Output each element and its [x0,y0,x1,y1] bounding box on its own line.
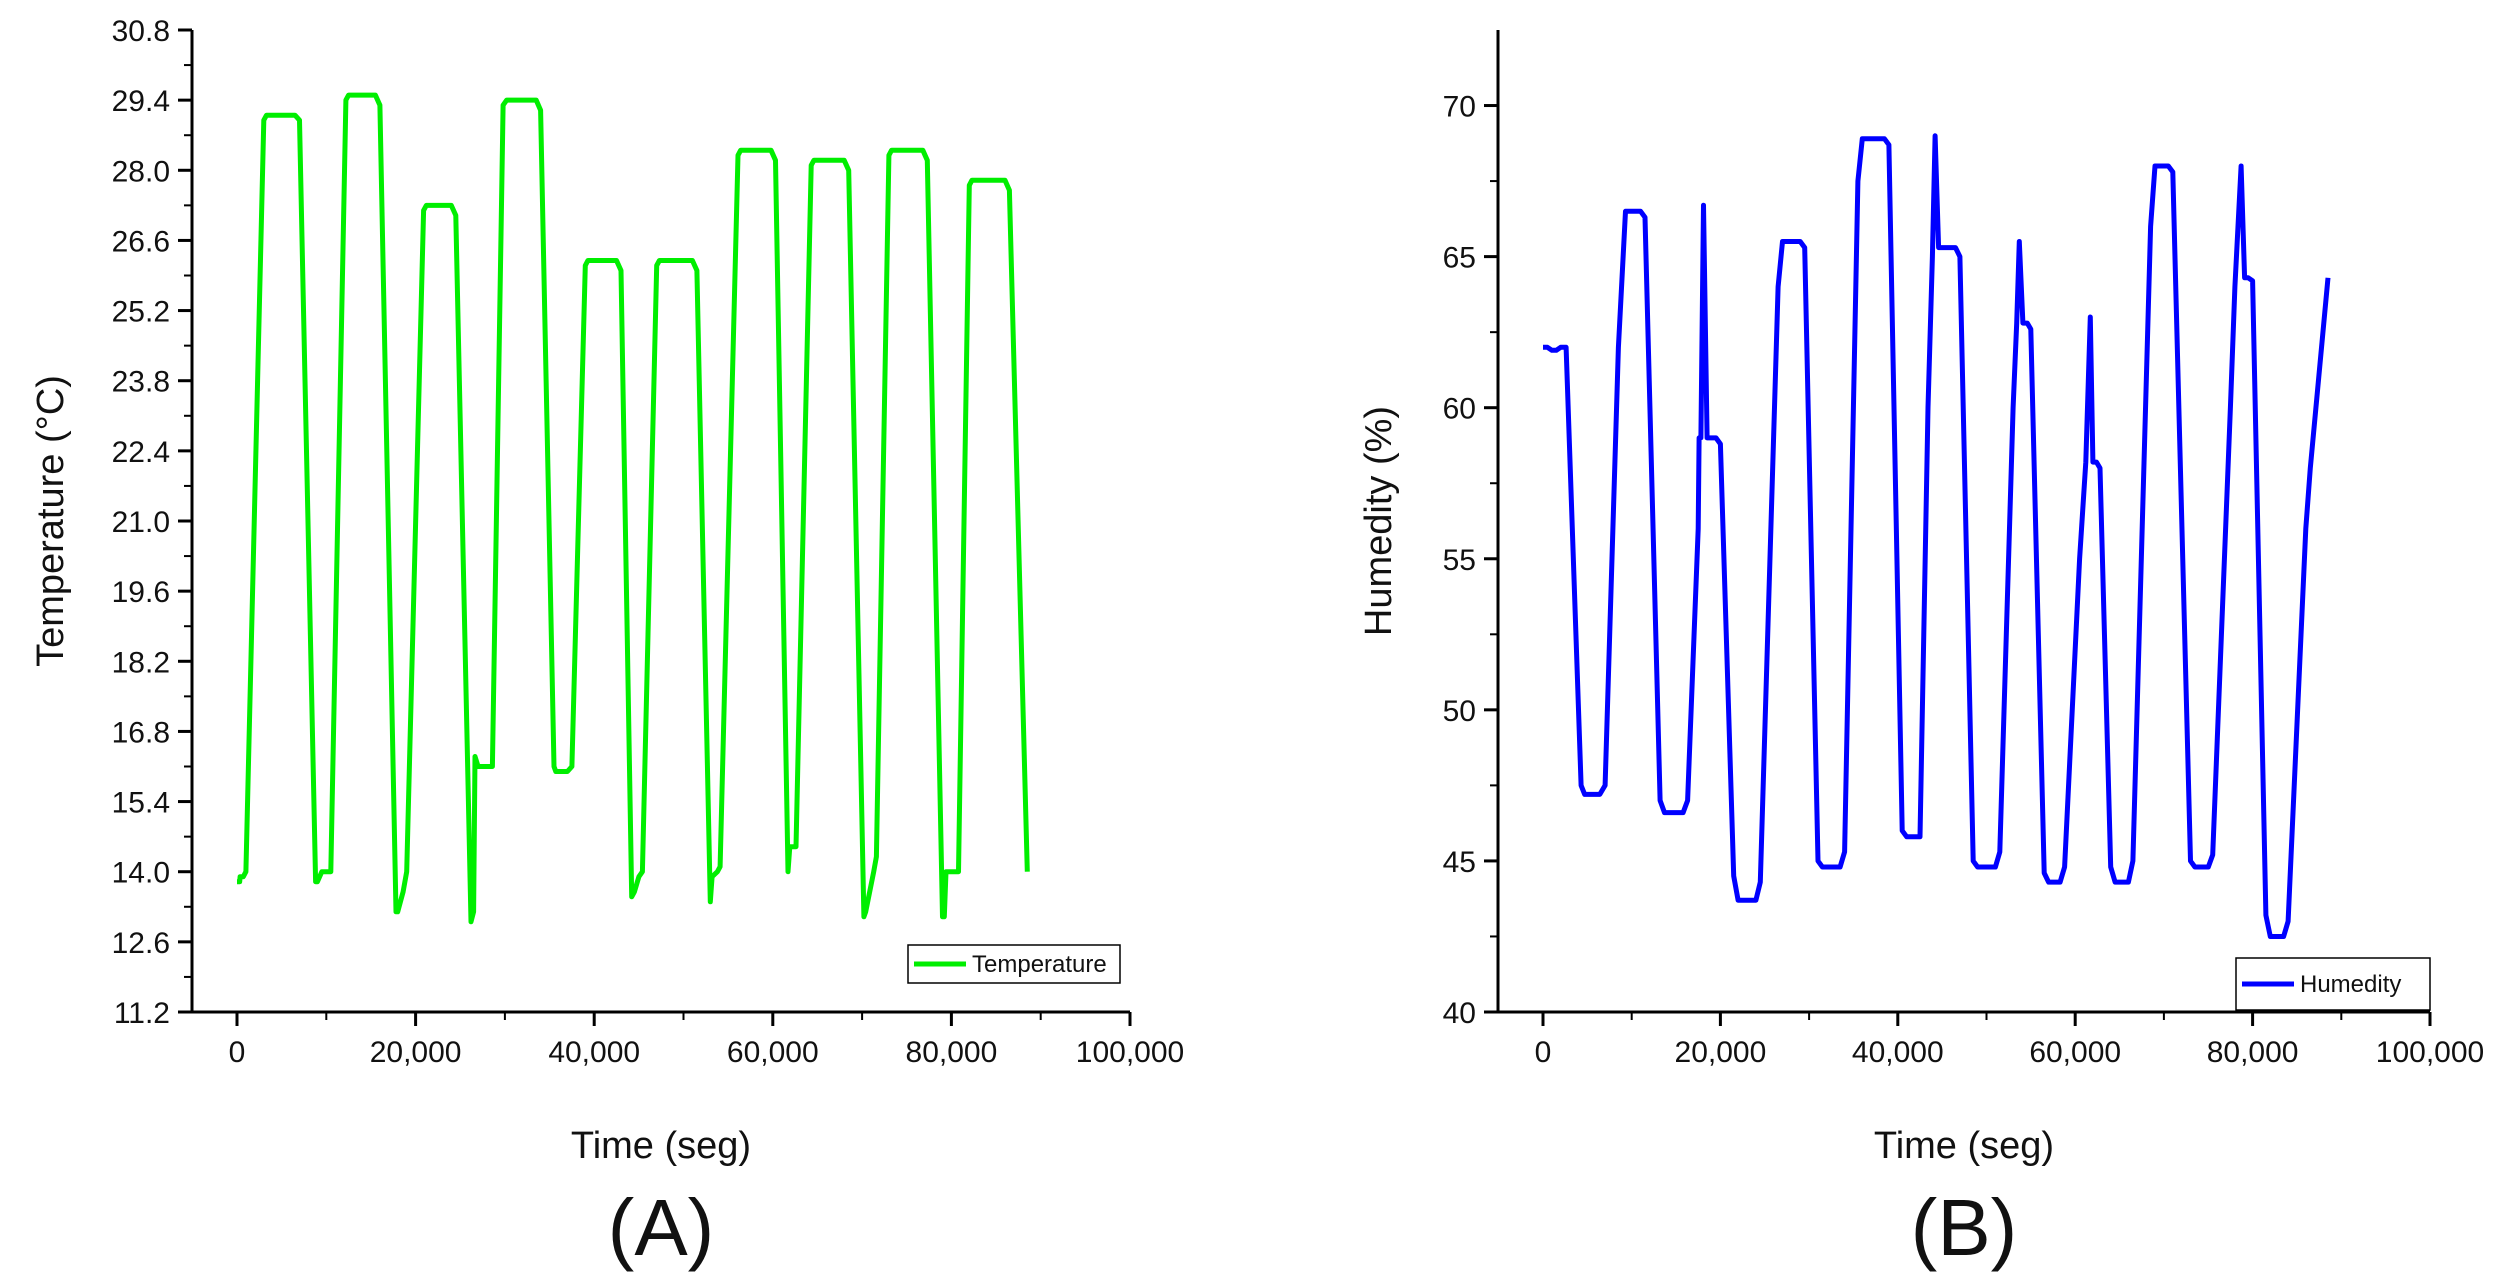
x-tick-label: 80,000 [2207,1036,2299,1069]
y-tick-label: 21.0 [112,506,170,539]
x-tick-label: 20,000 [370,1036,462,1069]
y-tick-label: 26.6 [112,225,170,258]
x-tick-label: 80,000 [906,1036,998,1069]
y-tick-label: 50 [1443,695,1476,728]
y-tick-label: 60 [1443,393,1476,426]
x-axis-label: Time (seg) [1874,1125,2054,1167]
x-tick-label: 0 [1535,1036,1552,1069]
y-tick-label: 23.8 [112,366,170,399]
legend: Humedity [2235,957,2431,1011]
y-tick-label: 25.2 [112,296,170,329]
y-tick-label: 70 [1443,91,1476,124]
series-line-humedity [1543,133,2331,939]
x-tick-label: 100,000 [1076,1036,1184,1069]
y-tick-label: 40 [1443,997,1476,1030]
legend-label: Humedity [2300,971,2401,998]
panel-label: (A) [608,1183,715,1272]
y-tick-label: 14.0 [112,857,170,890]
y-tick-label: 19.6 [112,576,170,609]
x-tick-label: 40,000 [1852,1036,1944,1069]
y-tick-label: 18.2 [112,646,170,679]
series-line-temperature [237,92,1030,925]
y-tick-label: 45 [1443,846,1476,879]
legend: Temperature [907,944,1121,984]
y-tick-label: 12.6 [112,927,170,960]
x-tick-label: 60,000 [2029,1036,2121,1069]
y-tick-label: 55 [1443,544,1476,577]
x-tick-label: 20,000 [1675,1036,1767,1069]
chart-panel-humedity: 40 45 50 55 60 65 70 0 20,000 40,000 60,000 80,000 1… [1358,30,2484,1272]
y-tick-label: 22.4 [112,436,170,469]
x-tick-label: 60,000 [727,1036,819,1069]
y-axis-label: Humedity (%) [1358,406,1400,636]
y-tick-label: 11.2 [114,997,170,1030]
x-tick-label: 100,000 [2376,1036,2484,1069]
legend-box [907,944,1121,984]
chart-panel-temperature: 11.2 12.6 14.0 15.4 16.8 18.2 19.6 21.0 22.4 23.8… [30,15,1184,1272]
y-axis-label: Temperature (°C) [30,375,72,667]
x-tick-label: 40,000 [548,1036,640,1069]
y-tick-label: 15.4 [112,787,170,820]
y-tick-label: 29.4 [112,85,170,118]
x-axis-label: Time (seg) [571,1125,751,1167]
y-tick-label: 65 [1443,242,1476,275]
panel-label: (B) [1911,1183,2018,1272]
x-tick-label: 0 [229,1036,246,1069]
y-tick-label: 16.8 [112,716,170,749]
y-tick-label: 28.0 [112,155,170,188]
y-tick-label: 30.8 [112,15,170,48]
legend-label: Temperature [972,951,1107,978]
